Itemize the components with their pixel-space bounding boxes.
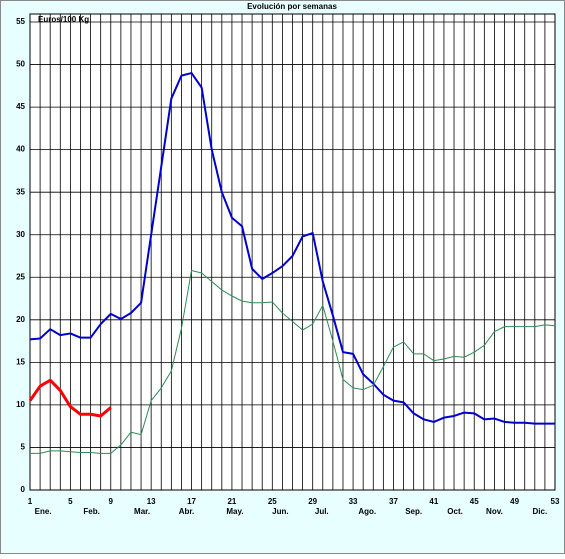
chart-title: Evolución por semanas bbox=[247, 2, 337, 11]
month-label: Dic. bbox=[533, 507, 548, 516]
month-label: May. bbox=[226, 507, 243, 516]
x-tick-label: 45 bbox=[470, 497, 479, 506]
y-tick-label: 30 bbox=[16, 230, 25, 239]
month-label: Ago. bbox=[358, 507, 376, 516]
y-tick-label: 40 bbox=[16, 145, 25, 154]
month-label: Jul. bbox=[315, 507, 329, 516]
month-label: Sep. bbox=[405, 507, 422, 516]
x-tick-label: 1 bbox=[28, 497, 33, 506]
x-tick-label: 25 bbox=[268, 497, 277, 506]
month-label: Mar. bbox=[134, 507, 150, 516]
series-line bbox=[28, 378, 112, 418]
y-tick-label: 45 bbox=[16, 102, 25, 111]
x-tick-label: 37 bbox=[389, 497, 398, 506]
y-tick-label: 25 bbox=[16, 272, 25, 281]
month-label: Ene. bbox=[35, 507, 52, 516]
x-tick-label: 21 bbox=[227, 497, 236, 506]
y-tick-label: 20 bbox=[16, 315, 25, 324]
x-tick-label: 17 bbox=[187, 497, 196, 506]
y-tick-label: 10 bbox=[16, 400, 25, 409]
x-tick-label: 9 bbox=[109, 497, 114, 506]
series-line bbox=[30, 269, 556, 454]
y-tick-label: 35 bbox=[16, 187, 25, 196]
month-label: Oct. bbox=[447, 507, 463, 516]
x-tick-label: 41 bbox=[429, 497, 438, 506]
x-tick-label: 5 bbox=[68, 497, 73, 506]
x-tick-label: 49 bbox=[510, 497, 519, 506]
month-label: Jun. bbox=[272, 507, 288, 516]
y-tick-label: 15 bbox=[16, 357, 25, 366]
y-tick-label: 0 bbox=[21, 485, 26, 494]
y-tick-label: 50 bbox=[16, 60, 25, 69]
y-axis-label: Euros/100 Kg bbox=[38, 15, 89, 24]
x-tick-label: 33 bbox=[349, 497, 358, 506]
x-tick-label: 53 bbox=[551, 497, 560, 506]
y-tick-label: 55 bbox=[16, 17, 25, 26]
month-label: Nov. bbox=[486, 507, 503, 516]
series-line bbox=[29, 72, 555, 425]
month-label: Feb. bbox=[83, 507, 99, 516]
y-tick-label: 5 bbox=[21, 443, 26, 452]
x-tick-label: 13 bbox=[147, 497, 156, 506]
month-label: Abr. bbox=[179, 507, 195, 516]
x-tick-label: 29 bbox=[308, 497, 317, 506]
